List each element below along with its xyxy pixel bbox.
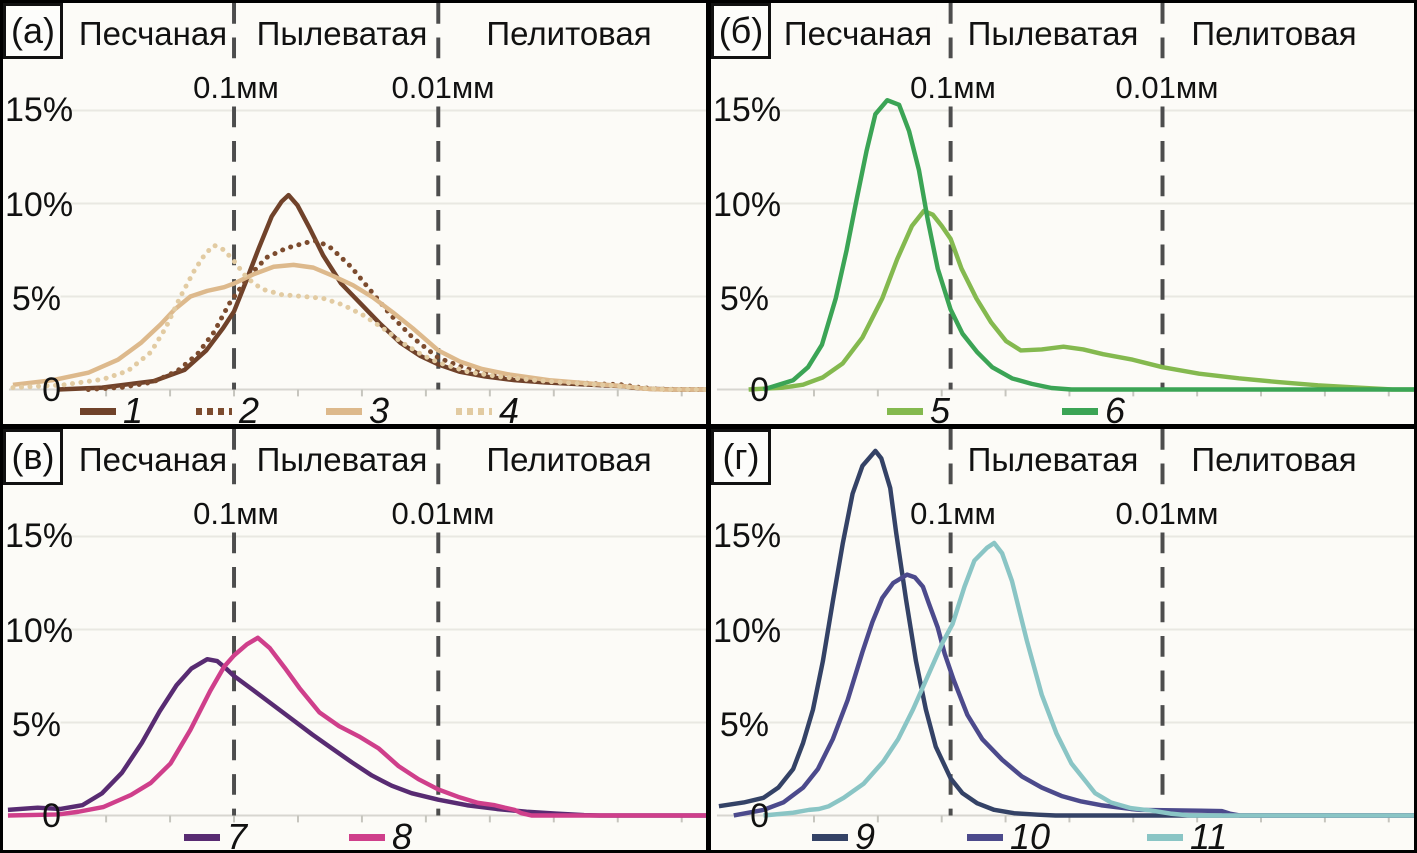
boundary-label-0.01mm: 0.01мм bbox=[387, 70, 499, 106]
legend-marker-1 bbox=[80, 407, 116, 415]
legend-item-8: 8 bbox=[349, 816, 413, 851]
legend-label-4: 4 bbox=[499, 390, 520, 425]
legend-item-6: 6 bbox=[1062, 390, 1126, 425]
legend-item-3: 3 bbox=[326, 390, 390, 425]
chart-canvas-v bbox=[7, 429, 706, 823]
legend-marker-11 bbox=[1147, 833, 1183, 841]
legend-marker-2 bbox=[196, 407, 232, 415]
series-3-line bbox=[12, 262, 706, 392]
panel-v: (в) Песчаная Пылеватая Пелитовая 0.1мм 0… bbox=[3, 429, 706, 850]
panel-letter: (б) bbox=[718, 10, 764, 51]
series-9-line bbox=[718, 448, 1414, 818]
panel-letter-box: (в) bbox=[3, 429, 63, 485]
legend-label-8: 8 bbox=[392, 816, 413, 851]
legend-label-2: 2 bbox=[239, 390, 260, 425]
legend-label-11: 11 bbox=[1190, 816, 1228, 851]
legend-label-9: 9 bbox=[855, 816, 876, 851]
legend-label-5: 5 bbox=[930, 390, 951, 425]
zone-label-sandy: Песчаная bbox=[73, 15, 233, 53]
legend-marker-5 bbox=[887, 407, 923, 415]
legend-marker-3 bbox=[326, 407, 362, 415]
legend-label-6: 6 bbox=[1105, 390, 1126, 425]
legend-item-7: 7 bbox=[184, 816, 248, 851]
boundary-label-0.1mm: 0.1мм bbox=[189, 70, 283, 106]
chart-canvas-g bbox=[716, 429, 1414, 823]
panel-letter-box: (г) bbox=[711, 429, 771, 485]
zone-label-pelitic: Пелитовая bbox=[1186, 15, 1362, 53]
y-tick-5: 5% bbox=[11, 280, 61, 318]
legend-label-10: 10 bbox=[1010, 816, 1051, 851]
series-10-line bbox=[733, 572, 1414, 818]
zone-label-pelitic: Пелитовая bbox=[481, 15, 657, 53]
legend-item-4: 4 bbox=[456, 390, 520, 425]
panel-letter: (а) bbox=[11, 10, 55, 51]
chart-canvas-a bbox=[8, 3, 706, 397]
y-tick-10: 10% bbox=[713, 186, 782, 224]
legend-item-11: 11 bbox=[1147, 816, 1228, 851]
panel-letter: (в) bbox=[11, 436, 55, 477]
panel-a: (а) Песчаная Пылеватая Пелитовая 0.1мм 0… bbox=[3, 3, 706, 424]
legend-marker-4 bbox=[456, 407, 492, 415]
zone-label-sandy: Песчаная bbox=[73, 441, 233, 479]
zone-label-silty: Пылеватая bbox=[962, 441, 1144, 479]
y-tick-0: 0 bbox=[42, 371, 61, 409]
legend-label-7: 7 bbox=[227, 816, 248, 851]
series-7-line bbox=[7, 657, 706, 818]
legend-item-1: 1 bbox=[80, 390, 144, 425]
legend-marker-9 bbox=[812, 833, 848, 841]
y-tick-0: 0 bbox=[42, 797, 61, 835]
zone-label-silty: Пылеватая bbox=[251, 15, 433, 53]
panel-b: (б) Песчаная Пылеватая Пелитовая 0.1мм 0… bbox=[711, 3, 1414, 424]
y-tick-10: 10% bbox=[5, 612, 74, 650]
y-tick-10: 10% bbox=[713, 612, 782, 650]
legend-item-2: 2 bbox=[196, 390, 260, 425]
y-tick-5: 5% bbox=[719, 706, 769, 744]
boundary-label-0.1mm: 0.1мм bbox=[906, 496, 1000, 532]
legend-label-1: 1 bbox=[123, 390, 144, 425]
legend-item-9: 9 bbox=[812, 816, 876, 851]
series-4-line bbox=[10, 242, 706, 392]
legend-marker-10 bbox=[967, 833, 1003, 841]
panel-letter-box: (б) bbox=[711, 3, 771, 59]
boundary-label-0.1mm: 0.1мм bbox=[189, 496, 283, 532]
zone-label-pelitic: Пелитовая bbox=[481, 441, 657, 479]
zone-label-silty: Пылеватая bbox=[962, 15, 1144, 53]
boundary-label-0.01mm: 0.01мм bbox=[387, 496, 499, 532]
y-tick-0: 0 bbox=[750, 797, 769, 835]
series-5-line bbox=[748, 208, 1414, 392]
y-tick-15: 15% bbox=[713, 91, 782, 129]
y-tick-15: 15% bbox=[5, 91, 74, 129]
boundary-label-0.01mm: 0.01мм bbox=[1111, 496, 1223, 532]
zone-label-silty: Пылеватая bbox=[251, 441, 433, 479]
series-6-line bbox=[762, 97, 1414, 392]
panel-letter-box: (а) bbox=[3, 3, 63, 59]
y-tick-15: 15% bbox=[5, 517, 74, 555]
legend-marker-7 bbox=[184, 833, 220, 841]
legend-label-3: 3 bbox=[369, 390, 390, 425]
chart-canvas-b bbox=[716, 3, 1414, 397]
panel-letter: (г) bbox=[722, 436, 760, 477]
series-11-line bbox=[763, 540, 1414, 818]
zone-label-sandy: Песчаная bbox=[778, 15, 938, 53]
zone-label-pelitic: Пелитовая bbox=[1186, 441, 1362, 479]
panel-g: (г) Пылеватая Пелитовая 0.1мм 0.01мм 15%… bbox=[711, 429, 1414, 850]
boundary-label-0.1mm: 0.1мм bbox=[906, 70, 1000, 106]
legend-marker-8 bbox=[349, 833, 385, 841]
legend-item-10: 10 bbox=[967, 816, 1051, 851]
y-tick-10: 10% bbox=[5, 186, 74, 224]
y-tick-0: 0 bbox=[750, 371, 769, 409]
legend-marker-6 bbox=[1062, 407, 1098, 415]
y-tick-5: 5% bbox=[11, 706, 61, 744]
series-1-line bbox=[57, 192, 706, 392]
series-8-line bbox=[7, 635, 706, 818]
boundary-label-0.01mm: 0.01мм bbox=[1111, 70, 1223, 106]
y-tick-15: 15% bbox=[713, 517, 782, 555]
y-tick-5: 5% bbox=[719, 280, 769, 318]
legend-item-5: 5 bbox=[887, 390, 951, 425]
